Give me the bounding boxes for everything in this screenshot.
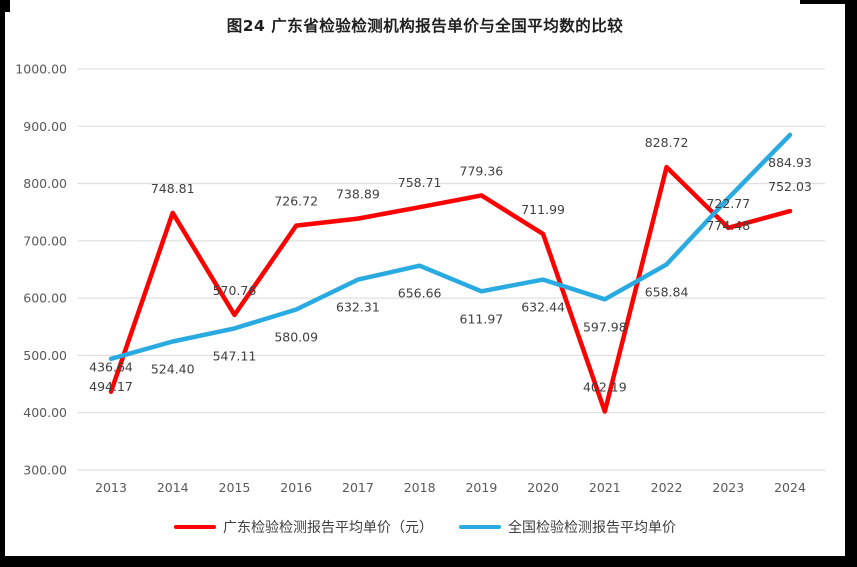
x-axis-tick-label: 2020 bbox=[527, 480, 559, 495]
x-axis-tick-label: 2016 bbox=[280, 480, 312, 495]
black-edge-top-right bbox=[800, 0, 857, 4]
line-plot: 300.00 400.00 500.00 600.00 700.00 800.00 900.… bbox=[15, 62, 825, 495]
x-axis-tick-label: 2013 bbox=[95, 480, 127, 495]
y-axis-tick-label: 800.00 bbox=[23, 176, 67, 191]
y-axis-tick-label: 500.00 bbox=[23, 348, 67, 363]
x-axis-tick-label: 2019 bbox=[465, 480, 497, 495]
chart-area: 图24 广东省检验检测机构报告单价与全国平均数的比较 300.00 400.00 5… bbox=[5, 0, 845, 556]
x-axis-tick-label: 2014 bbox=[157, 480, 189, 495]
y-axis-tick-label: 900.00 bbox=[23, 119, 67, 134]
x-axis-tick-label: 2024 bbox=[774, 480, 806, 495]
series-national-line bbox=[108, 132, 793, 362]
data-label: 547.11 bbox=[213, 348, 257, 363]
data-label: 748.81 bbox=[151, 181, 195, 196]
data-label: 758.71 bbox=[398, 175, 442, 190]
data-label: 524.40 bbox=[151, 361, 195, 376]
data-label: 726.72 bbox=[274, 194, 318, 209]
data-label: 611.97 bbox=[460, 311, 504, 326]
legend-item-guangdong: 广东检验检测报告平均单价（元） bbox=[174, 517, 433, 537]
data-label: 402.19 bbox=[583, 379, 627, 394]
data-label: 597.98 bbox=[583, 319, 627, 334]
x-axis-tick-label: 2021 bbox=[589, 480, 621, 495]
series-guangdong-line bbox=[108, 164, 793, 414]
data-label: 632.31 bbox=[336, 300, 380, 315]
red-line-swatch bbox=[174, 524, 216, 530]
data-label: 580.09 bbox=[274, 330, 318, 345]
y-axis-tick-label: 600.00 bbox=[23, 291, 67, 306]
legend-label-guangdong: 广东检验检测报告平均单价（元） bbox=[223, 520, 433, 536]
black-edge-top-left bbox=[0, 0, 10, 12]
y-axis-tick-label: 700.00 bbox=[23, 233, 67, 248]
y-axis-tick-label: 1000.00 bbox=[15, 62, 67, 77]
x-axis-tick-label: 2017 bbox=[342, 480, 374, 495]
data-label: 884.93 bbox=[768, 155, 812, 170]
data-label: 722.77 bbox=[706, 196, 750, 211]
x-axis-tick-label: 2018 bbox=[404, 480, 436, 495]
data-label: 436.64 bbox=[89, 360, 133, 375]
legend-label-national: 全国检验检测报告平均单价 bbox=[508, 520, 676, 536]
legend-item-national: 全国检验检测报告平均单价 bbox=[459, 517, 676, 537]
data-label: 658.84 bbox=[645, 284, 689, 299]
x-axis-tick-label: 2023 bbox=[712, 480, 744, 495]
data-label: 774.48 bbox=[706, 218, 750, 233]
data-label: 752.03 bbox=[768, 179, 812, 194]
data-label: 779.36 bbox=[460, 163, 504, 178]
data-label: 632.44 bbox=[521, 300, 565, 315]
y-axis-tick-label: 400.00 bbox=[23, 405, 67, 420]
data-label: 570.76 bbox=[213, 283, 257, 298]
chart-title: 图24 广东省检验检测机构报告单价与全国平均数的比较 bbox=[226, 17, 624, 35]
y-axis-tick-label: 300.00 bbox=[23, 463, 67, 478]
x-axis-tick-label: 2022 bbox=[651, 480, 683, 495]
data-label: 738.89 bbox=[336, 187, 380, 202]
data-label: 711.99 bbox=[521, 202, 565, 217]
data-label: 494.17 bbox=[89, 379, 133, 394]
data-label: 828.72 bbox=[645, 135, 689, 150]
x-axis-tick-label: 2015 bbox=[219, 480, 251, 495]
legend: 广东检验检测报告平均单价（元） 全国检验检测报告平均单价 bbox=[5, 517, 845, 537]
blue-line-swatch bbox=[459, 524, 501, 530]
data-label: 656.66 bbox=[398, 286, 442, 301]
